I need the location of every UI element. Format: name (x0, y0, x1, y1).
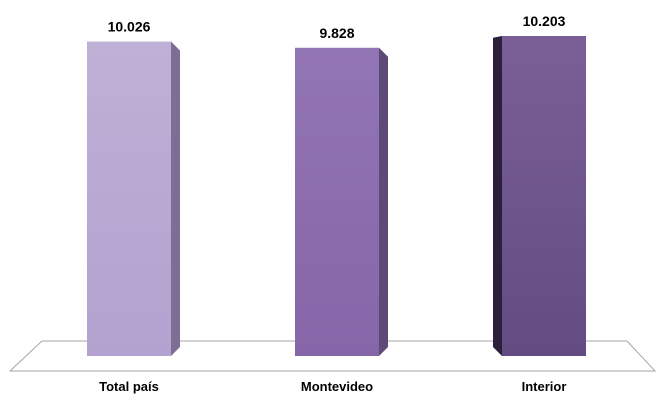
value-labels-layer: 10.026 9.828 10.203 (108, 13, 566, 41)
bar-montevideo (295, 47, 388, 357)
bar-side-total-pais (171, 41, 180, 357)
value-label-total-pais: 10.026 (108, 19, 151, 35)
category-label-interior: Interior (522, 379, 567, 394)
bar-front-montevideo (295, 47, 379, 357)
category-label-montevideo: Montevideo (301, 379, 373, 394)
bar-total-pais (87, 41, 180, 357)
bar-front-interior (502, 36, 586, 356)
bar-side-montevideo (379, 47, 388, 357)
bar-interior (493, 36, 586, 356)
bar-side-interior (493, 36, 502, 356)
bars-layer (87, 36, 586, 357)
bar-front-total-pais (87, 41, 171, 357)
category-label-total-pais: Total país (99, 379, 159, 394)
value-label-interior: 10.203 (523, 13, 566, 29)
value-label-montevideo: 9.828 (319, 25, 354, 41)
category-labels-layer: Total país Montevideo Interior (99, 379, 566, 394)
chart-floor (8, 340, 656, 372)
